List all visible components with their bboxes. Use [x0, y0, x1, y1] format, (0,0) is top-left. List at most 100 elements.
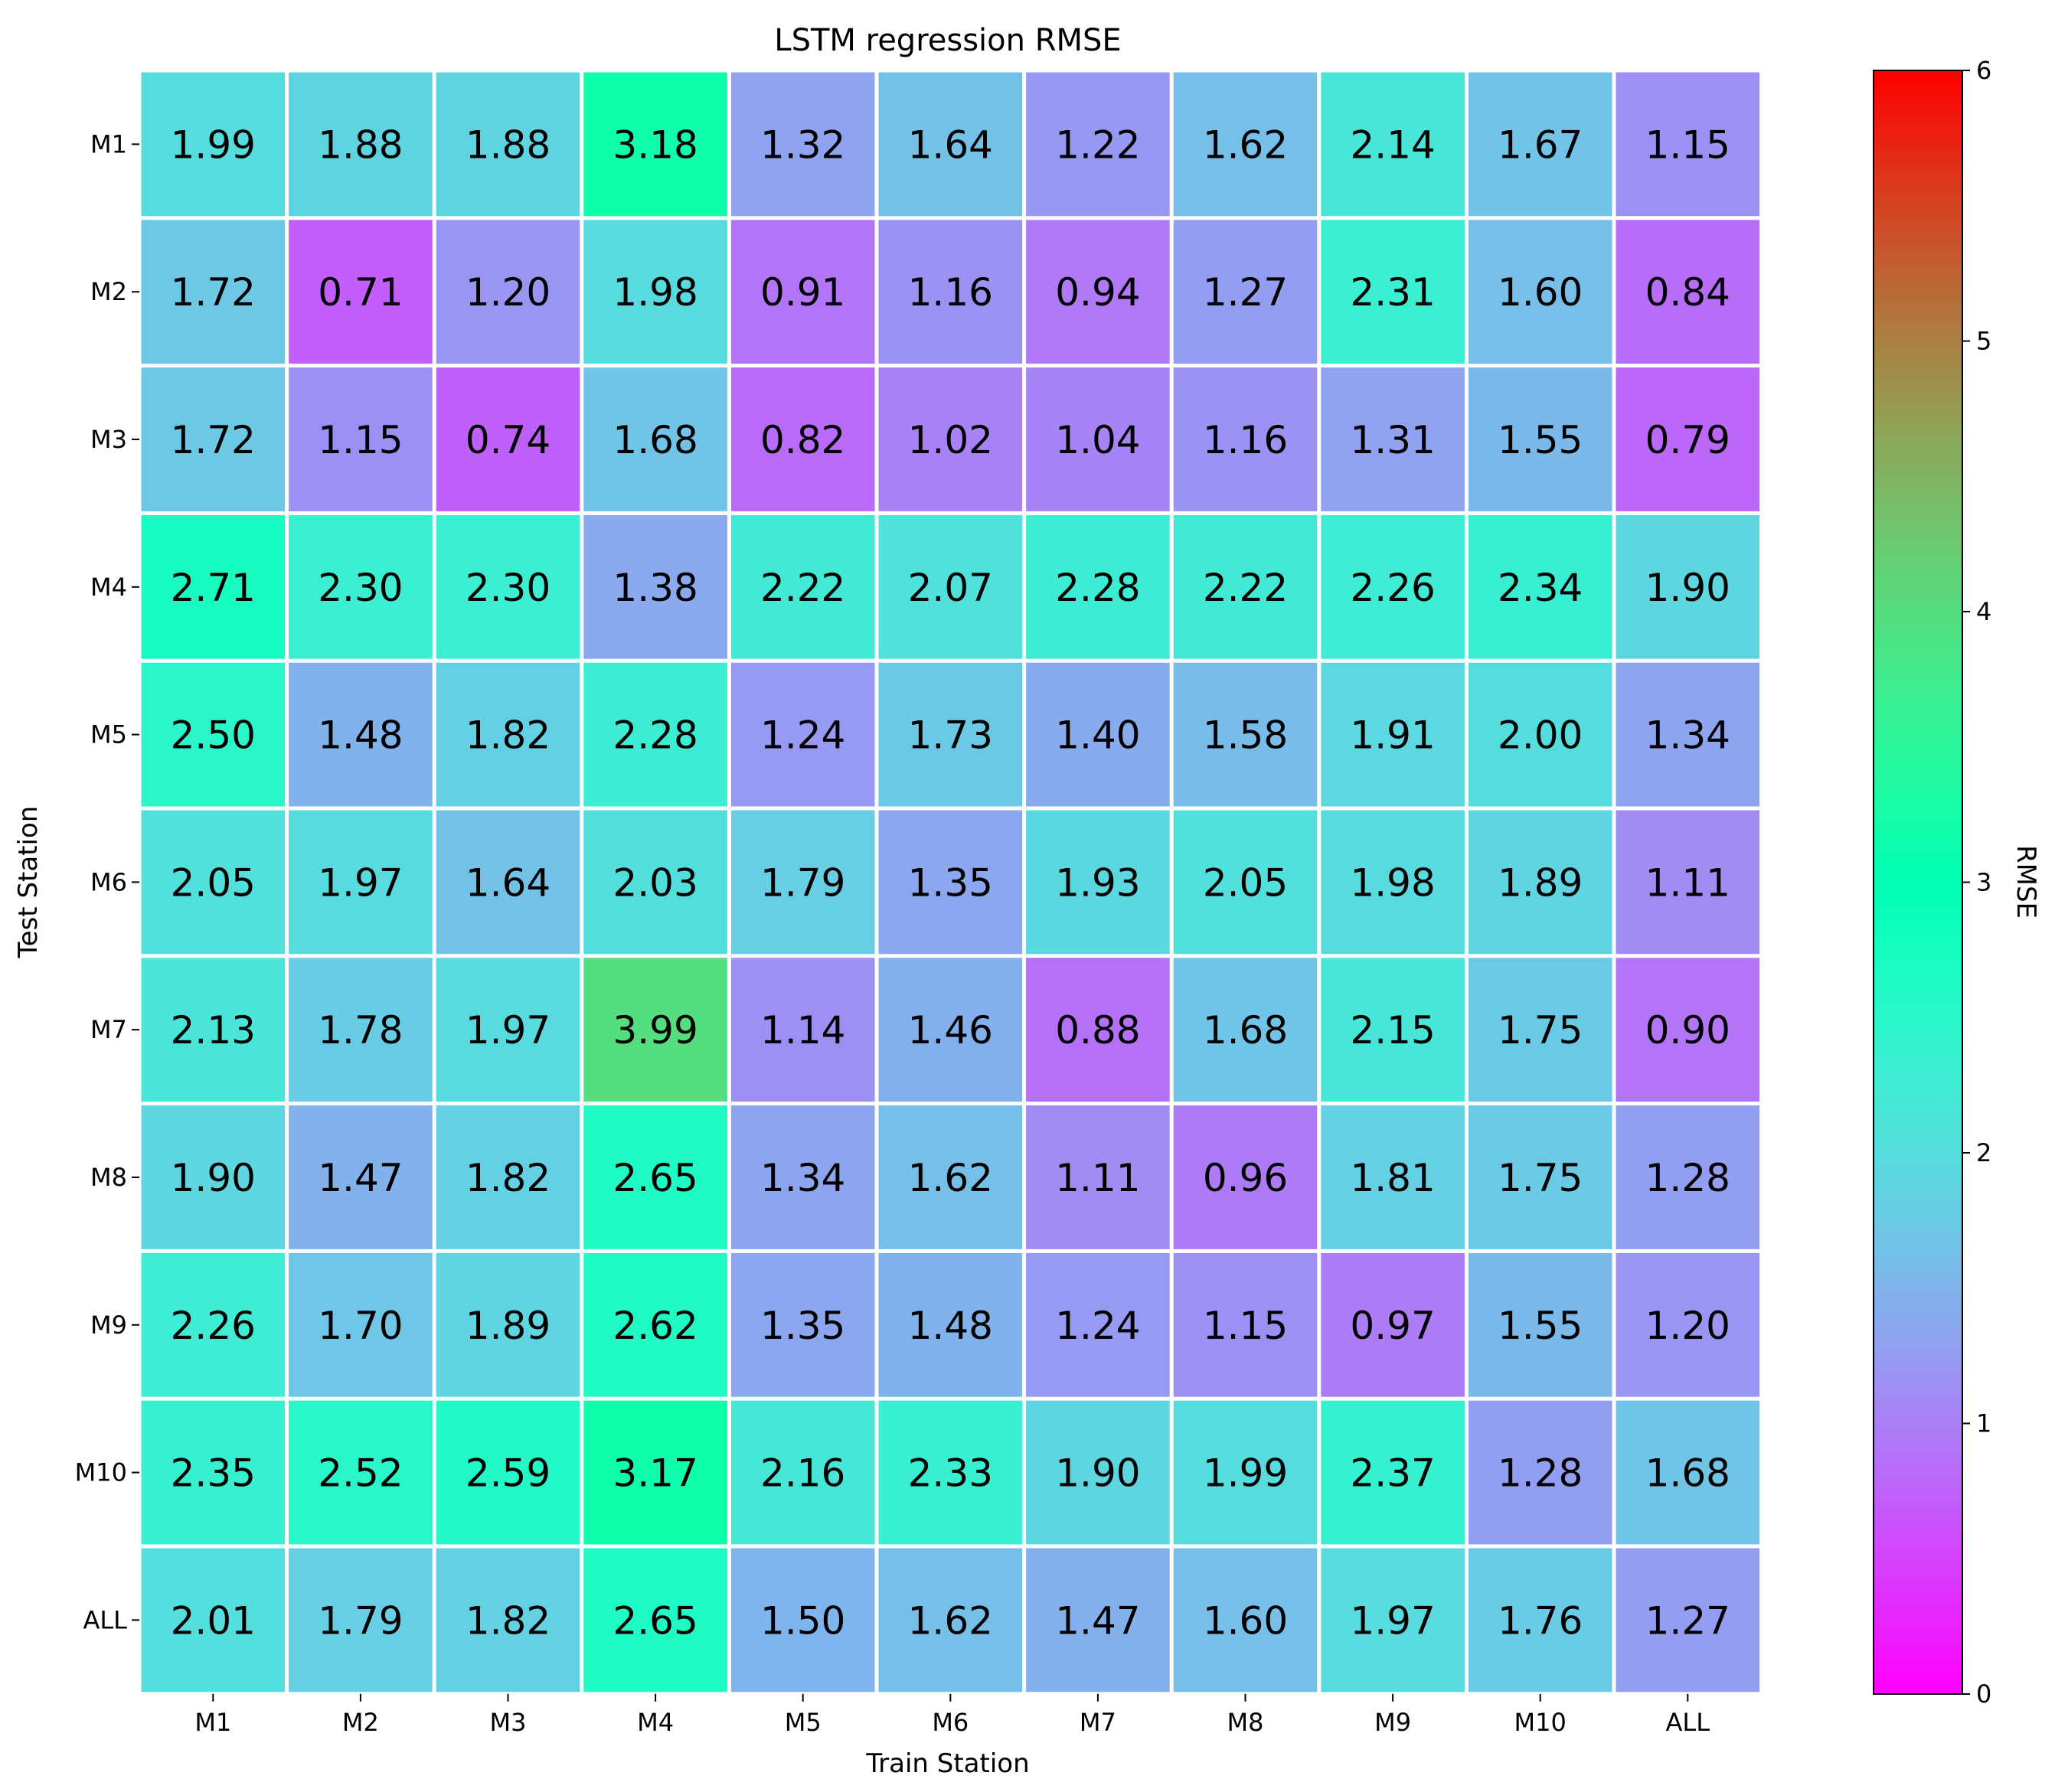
- cell-value-label: 1.98: [1350, 860, 1435, 905]
- cell-value-label: 2.28: [613, 713, 698, 758]
- heatmap-cell: [730, 367, 875, 511]
- heatmap-cell: [141, 1252, 286, 1397]
- cell-value-label: 2.05: [171, 860, 256, 905]
- cell-value-label: 1.16: [1203, 418, 1288, 462]
- x-tick-label: M6: [932, 1708, 969, 1737]
- cell-value-label: 1.47: [318, 1156, 403, 1200]
- heatmap-cell: [583, 1105, 727, 1249]
- cell-value-label: 1.82: [466, 1598, 551, 1643]
- heatmap-cell: [1616, 1105, 1760, 1249]
- cell-value-label: 0.94: [1055, 270, 1140, 315]
- heatmap-cell: [730, 72, 875, 217]
- y-tick-label: M1: [90, 129, 127, 158]
- heatmap-cell: [878, 220, 1023, 364]
- cell-value-label: 1.68: [1645, 1451, 1730, 1496]
- cell-value-label: 1.90: [1055, 1451, 1140, 1496]
- heatmap-cell: [730, 810, 875, 955]
- heatmap-cell: [1173, 514, 1318, 659]
- cell-value-label: 1.35: [760, 1304, 845, 1348]
- cell-value-label: 0.79: [1645, 418, 1730, 462]
- cell-value-label: 0.88: [1055, 1008, 1140, 1053]
- cell-value-label: 1.15: [1645, 122, 1730, 167]
- heatmap-cell: [1616, 662, 1760, 807]
- heatmap-cell: [583, 1252, 727, 1397]
- x-tick-label: M7: [1080, 1708, 1116, 1737]
- heatmap-cell: [1468, 1400, 1612, 1545]
- heatmap-cell: [878, 1252, 1023, 1397]
- x-tick-label: M10: [1514, 1708, 1567, 1737]
- x-axis-label: Train Station: [865, 1748, 1029, 1779]
- heatmap-cell: [1173, 958, 1318, 1102]
- x-tick-label: M4: [637, 1708, 674, 1737]
- cell-value-label: 1.72: [171, 418, 256, 462]
- heatmap-cell: [1321, 1548, 1465, 1692]
- cell-value-label: 1.40: [1055, 713, 1140, 758]
- colorbar-tick-label: 3: [1976, 868, 1991, 897]
- cell-value-label: 2.15: [1350, 1008, 1435, 1053]
- cell-value-label: 1.82: [466, 713, 551, 758]
- cell-value-label: 1.88: [466, 122, 551, 167]
- heatmap-cell: [878, 367, 1023, 511]
- cell-value-label: 1.70: [318, 1304, 403, 1348]
- cell-value-label: 2.35: [171, 1451, 256, 1496]
- cell-value-label: 2.26: [171, 1304, 256, 1348]
- cell-value-label: 2.31: [1350, 270, 1435, 315]
- heatmap-cell: [583, 810, 727, 955]
- cell-value-label: 2.26: [1350, 566, 1435, 610]
- cell-value-label: 2.33: [908, 1451, 993, 1496]
- heatmap-cell: [583, 1400, 727, 1545]
- heatmap-cell: [1026, 958, 1170, 1102]
- heatmap-cell: [730, 514, 875, 659]
- heatmap-cells: 1.99 1.88 1.88 3.18 1.32 1.64 1.22 1.62 2.14 1.67…: [141, 72, 1760, 1692]
- cell-value-label: 1.97: [1350, 1598, 1435, 1643]
- cell-value-label: 1.62: [908, 1156, 993, 1200]
- cell-value-label: 2.01: [171, 1598, 256, 1643]
- heatmap-cell: [436, 662, 580, 807]
- cell-value-label: 3.18: [613, 122, 698, 167]
- heatmap-cell: [1321, 72, 1465, 217]
- cell-value-label: 1.38: [613, 566, 698, 610]
- heatmap-cell: [1173, 1548, 1318, 1692]
- colorbar: 0 1 2 3 4 5 6 RMSE: [1873, 56, 2041, 1709]
- cell-value-label: 2.00: [1498, 713, 1583, 758]
- cell-value-label: 1.32: [760, 122, 845, 167]
- heatmap-cell: [289, 72, 433, 217]
- heatmap-cell: [1026, 220, 1170, 364]
- cell-value-label: 1.76: [1498, 1598, 1583, 1643]
- colorbar-tick-label: 5: [1976, 327, 1991, 356]
- heatmap-cell: [583, 72, 727, 217]
- cell-value-label: 2.37: [1350, 1451, 1435, 1496]
- heatmap-cell: [1616, 958, 1760, 1102]
- cell-value-label: 2.03: [613, 860, 698, 905]
- cell-value-label: 1.97: [466, 1008, 551, 1053]
- cell-value-label: 1.67: [1498, 122, 1583, 167]
- heatmap-cell: [1173, 1105, 1318, 1249]
- heatmap-cell: [730, 220, 875, 364]
- cell-value-label: 1.99: [171, 122, 256, 167]
- cell-value-label: 1.16: [908, 270, 993, 315]
- heatmap-cell: [289, 1252, 433, 1397]
- heatmap-cell: [289, 1400, 433, 1545]
- heatmap-cell: [289, 1105, 433, 1249]
- heatmap-cell: [1321, 220, 1465, 364]
- x-tick-label: M3: [490, 1708, 527, 1737]
- heatmap-cell: [436, 1105, 580, 1249]
- cell-value-label: 2.65: [613, 1156, 698, 1200]
- x-tick-label: ALL: [1666, 1708, 1710, 1737]
- colorbar-gradient: [1873, 70, 1963, 1695]
- heatmap-cell: [1616, 367, 1760, 511]
- cell-value-label: 2.05: [1203, 860, 1288, 905]
- heatmap-cell: [141, 367, 286, 511]
- y-tick-label: M7: [90, 1015, 127, 1044]
- colorbar-tick-label: 2: [1976, 1138, 1991, 1167]
- cell-value-label: 1.47: [1055, 1598, 1140, 1643]
- heatmap-cell: [141, 810, 286, 955]
- cell-value-label: 1.62: [908, 1598, 993, 1643]
- cell-value-label: 1.98: [613, 270, 698, 315]
- cell-value-label: 2.13: [171, 1008, 256, 1053]
- heatmap-cell: [1616, 514, 1760, 659]
- cell-value-label: 1.35: [908, 860, 993, 905]
- cell-value-label: 1.24: [1055, 1304, 1140, 1348]
- heatmap-cell: [436, 1252, 580, 1397]
- cell-value-label: 1.90: [1645, 566, 1730, 610]
